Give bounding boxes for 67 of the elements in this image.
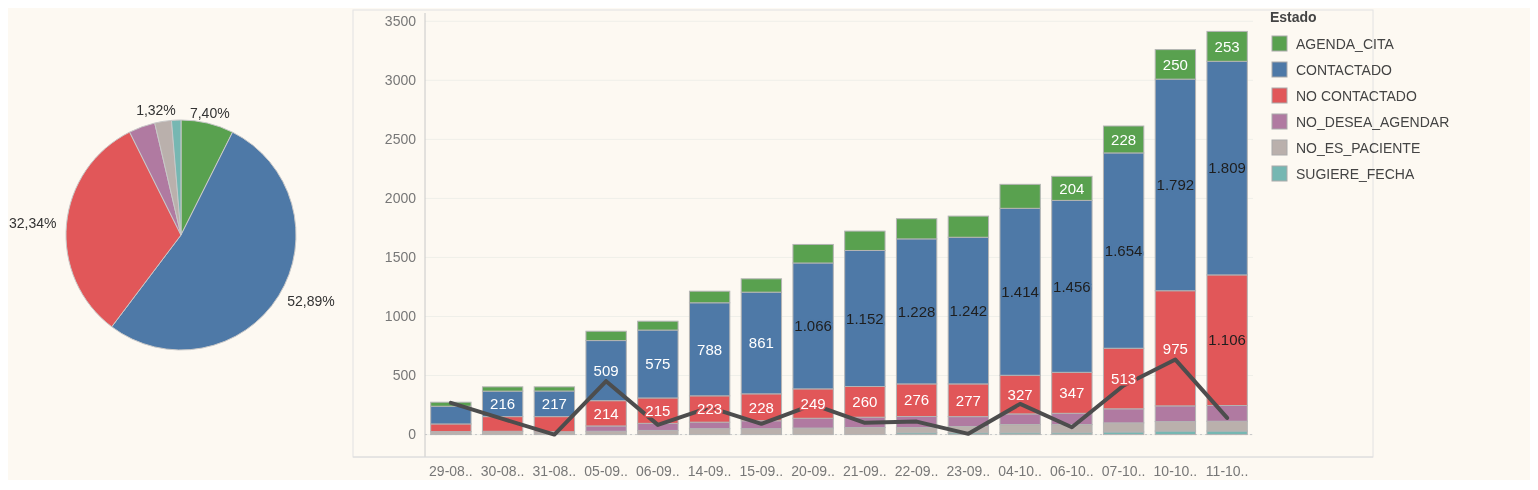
data-label: 52,89% bbox=[287, 292, 335, 309]
data-label: 223 bbox=[697, 400, 723, 418]
x-tick-label: 30-08.. bbox=[480, 463, 525, 479]
data-label: 1.152 bbox=[846, 309, 884, 327]
data-label: 975 bbox=[1162, 339, 1188, 357]
data-label: 509 bbox=[593, 361, 619, 379]
y-tick-label: 2000 bbox=[384, 190, 417, 207]
legend-label: SUGIERE_FECHA bbox=[1296, 166, 1415, 182]
data-label: 260 bbox=[852, 393, 878, 411]
legend-label: AGENDA_CITA bbox=[1296, 36, 1395, 52]
data-label: 1.414 bbox=[1001, 283, 1039, 301]
x-tick-label: 14-09.. bbox=[687, 463, 732, 479]
y-tick-label: 2500 bbox=[384, 131, 417, 148]
legend-title: Estado bbox=[1270, 9, 1317, 25]
data-label: 1.456 bbox=[1053, 277, 1091, 295]
data-label: 204 bbox=[1059, 179, 1085, 197]
x-tick-label: 31-08.. bbox=[532, 463, 577, 479]
legend-label: NO_ES_PACIENTE bbox=[1296, 140, 1421, 156]
x-tick-label: 15-09.. bbox=[739, 463, 784, 479]
data-label: 217 bbox=[541, 395, 567, 413]
y-tick-label: 3500 bbox=[384, 13, 417, 30]
data-label: 276 bbox=[904, 391, 930, 409]
data-label: 1.792 bbox=[1156, 176, 1195, 194]
x-tick-label: 20-09.. bbox=[791, 463, 835, 479]
y-tick-label: 1500 bbox=[384, 249, 417, 266]
data-label: 861 bbox=[748, 334, 774, 352]
data-label: 1.242 bbox=[949, 301, 988, 319]
line-series bbox=[448, 357, 1230, 437]
data-label: 1,32% bbox=[136, 102, 176, 119]
x-tick-label: 10-10.. bbox=[1153, 463, 1198, 479]
y-tick-label: 1000 bbox=[384, 308, 417, 325]
y-tick-label: 0 bbox=[408, 426, 417, 443]
y-tick-label: 500 bbox=[392, 367, 417, 384]
data-label: 7,40% bbox=[189, 105, 230, 122]
legend-label: CONTACTADO bbox=[1296, 62, 1393, 78]
data-label: 788 bbox=[697, 340, 723, 358]
data-label: 250 bbox=[1162, 55, 1188, 73]
data-label: 215 bbox=[645, 401, 671, 419]
data-label: 214 bbox=[593, 404, 619, 422]
x-tick-label: 07-10.. bbox=[1101, 463, 1146, 479]
x-tick-label: 06-09.. bbox=[636, 463, 680, 479]
data-label: 1.654 bbox=[1104, 241, 1143, 259]
x-tick-label: 04-10.. bbox=[998, 463, 1042, 479]
data-label: 216 bbox=[490, 395, 516, 413]
legend-label: NO CONTACTADO bbox=[1296, 88, 1417, 104]
x-tick-label: 21-09.. bbox=[843, 463, 887, 479]
x-tick-label: 23-09.. bbox=[946, 463, 991, 479]
x-tick-label: 22-09.. bbox=[894, 463, 939, 479]
x-tick-label: 29-08.. bbox=[429, 463, 473, 479]
legend-label: NO_DESEA_AGENDAR bbox=[1296, 114, 1450, 130]
data-label: 277 bbox=[955, 391, 981, 409]
data-label: 575 bbox=[645, 355, 671, 373]
y-tick-label: 3000 bbox=[384, 72, 417, 89]
data-label: 253 bbox=[1214, 37, 1240, 55]
data-label: 513 bbox=[1111, 369, 1137, 387]
data-label: 32,34% bbox=[9, 215, 57, 232]
data-label: 228 bbox=[1111, 130, 1137, 148]
x-tick-label: 11-10.. bbox=[1205, 463, 1249, 479]
data-label: 1.066 bbox=[794, 317, 832, 335]
x-tick-label: 05-09.. bbox=[584, 463, 628, 479]
data-label: 1.106 bbox=[1208, 331, 1246, 349]
data-label: 1.228 bbox=[897, 302, 936, 320]
data-label: 1.809 bbox=[1208, 159, 1246, 177]
x-tick-label: 06-10.. bbox=[1050, 463, 1094, 479]
data-label: 228 bbox=[748, 398, 774, 416]
data-label: 327 bbox=[1007, 385, 1033, 403]
data-label: 347 bbox=[1059, 384, 1085, 402]
